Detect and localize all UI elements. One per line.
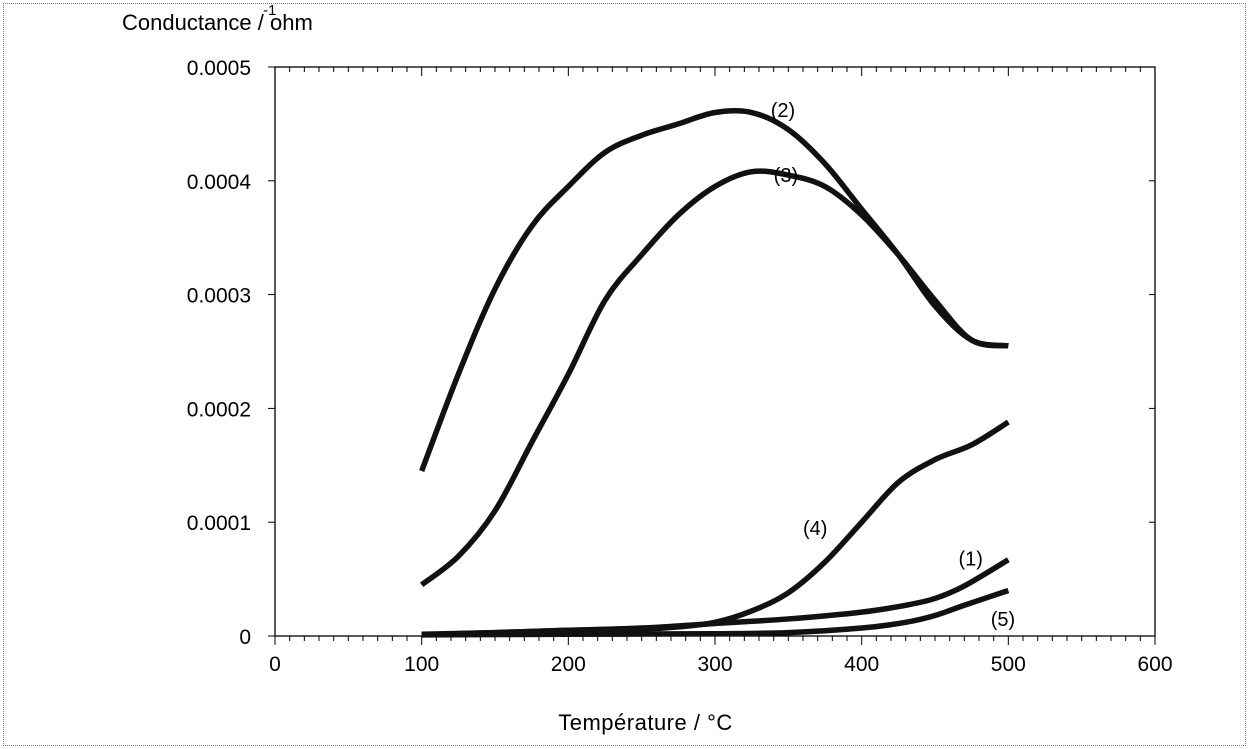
x-tick-label: 0 <box>269 653 281 676</box>
y-axis-label-superscript: -1 <box>263 2 277 19</box>
y-tick-label: 0.0001 <box>187 512 251 535</box>
series-line-4 <box>421 419 1010 638</box>
curve-label: (4) <box>803 518 827 540</box>
plot-area <box>274 66 1156 637</box>
series-line-3 <box>419 168 1009 587</box>
x-tick-label: 500 <box>991 653 1026 676</box>
x-tick-label: 100 <box>404 653 439 676</box>
curve-label: (5) <box>991 609 1015 631</box>
plot-border <box>274 66 1156 637</box>
axis-tick-labels: 0 100 200 300 400 500 600 0 0.0001 0.0002 0.0003 0.… <box>187 57 1173 676</box>
x-tick-label: 600 <box>1137 653 1172 676</box>
curve-label: (3) <box>774 165 798 187</box>
x-tick-label: 200 <box>551 653 586 676</box>
y-tick-label: 0.0002 <box>187 398 251 421</box>
y-tick-label: 0.0004 <box>187 171 252 194</box>
axis-ticks <box>268 66 1156 645</box>
curve-labels: (2) (3) (4) (1) (5) <box>771 100 1015 631</box>
chart-frame <box>3 3 1246 746</box>
y-axis-label: Conductance / ohm <box>122 10 313 35</box>
series-line-2 <box>419 107 1009 472</box>
y-tick-label: 0.0003 <box>187 285 251 308</box>
series-lines <box>419 107 1010 638</box>
x-tick-label: 300 <box>697 653 732 676</box>
series-line-5 <box>421 587 1010 638</box>
curve-label: (2) <box>771 100 795 122</box>
y-tick-label: 0 <box>239 626 251 649</box>
x-tick-label: 400 <box>844 653 879 676</box>
x-axis-label: Température / °C <box>558 710 733 735</box>
curve-label: (1) <box>958 549 982 571</box>
y-tick-label: 0.0005 <box>187 57 251 80</box>
